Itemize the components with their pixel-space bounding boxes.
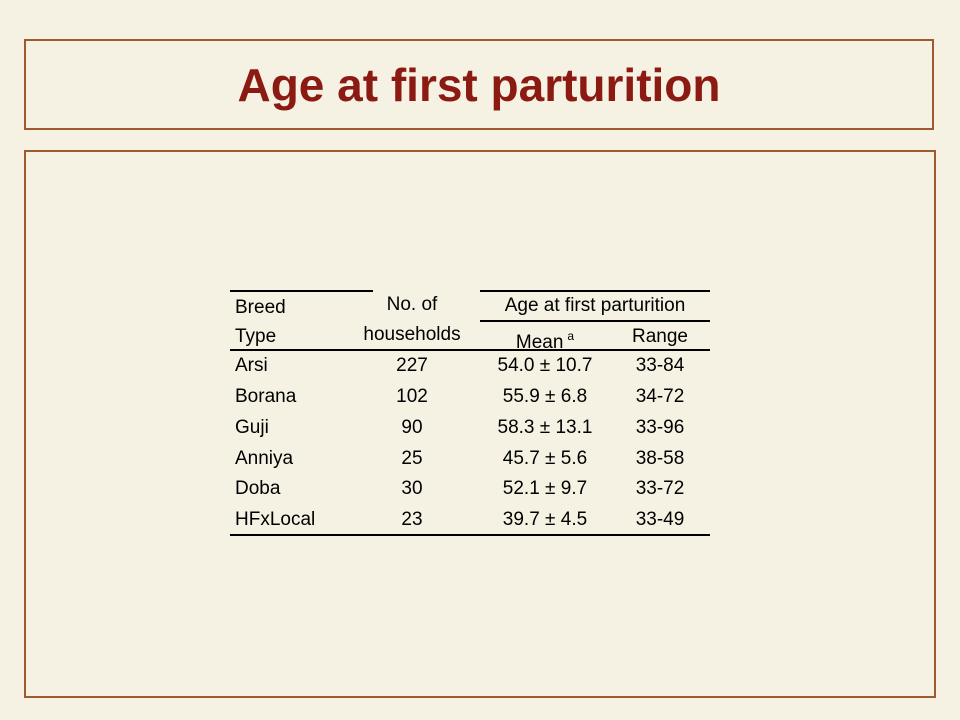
row-mean: 55.9 ± 6.8: [502, 386, 588, 407]
header-mean-label: Mean: [515, 332, 564, 353]
row-households: 90: [401, 417, 423, 438]
row-households: 25: [401, 448, 423, 469]
header-households-1: No. of: [386, 294, 438, 315]
row-breed: Arsi: [235, 355, 268, 376]
row-range: 33-72: [635, 478, 685, 499]
row-mean: 45.7 ± 5.6: [502, 448, 588, 469]
slide-title: Age at first parturition: [237, 58, 721, 111]
row-breed: Borana: [235, 386, 297, 407]
row-range: 33-96: [635, 417, 685, 438]
row-breed: Guji: [235, 417, 269, 438]
row-range: 33-84: [635, 355, 685, 376]
row-households: 23: [401, 509, 423, 530]
row-households: 102: [396, 386, 428, 407]
header-mean: Mean a: [480, 330, 610, 352]
row-mean: 54.0 ± 10.7: [497, 355, 593, 376]
row-mean: 58.3 ± 13.1: [497, 417, 593, 438]
row-mean: 52.1 ± 9.7: [502, 478, 588, 499]
row-households: 227: [396, 355, 428, 376]
header-range: Range: [632, 326, 688, 347]
content-box: [24, 150, 936, 698]
header-households-2: households: [363, 324, 461, 345]
row-breed: Doba: [235, 478, 281, 499]
row-mean: 39.7 ± 4.5: [502, 509, 588, 530]
header-type: Type: [235, 326, 277, 347]
header-breed: Breed: [235, 297, 286, 318]
top-rule-right: [480, 290, 710, 292]
data-table: Breed Type No. of households Age at firs…: [230, 290, 710, 537]
row-breed: HFxLocal: [235, 509, 316, 530]
row-breed: Anniya: [235, 448, 294, 469]
header-age-group: Age at first parturition: [504, 295, 686, 316]
bottom-rule: [230, 534, 710, 536]
top-rule-left: [230, 290, 373, 292]
header-mean-superscript: a: [567, 329, 575, 343]
row-range: 34-72: [635, 386, 685, 407]
title-box: Age at first parturition: [24, 39, 934, 130]
row-range: 38-58: [635, 448, 685, 469]
group-rule: [480, 320, 710, 322]
row-range: 33-49: [635, 509, 685, 530]
row-households: 30: [401, 478, 423, 499]
header-rule: [230, 349, 710, 351]
